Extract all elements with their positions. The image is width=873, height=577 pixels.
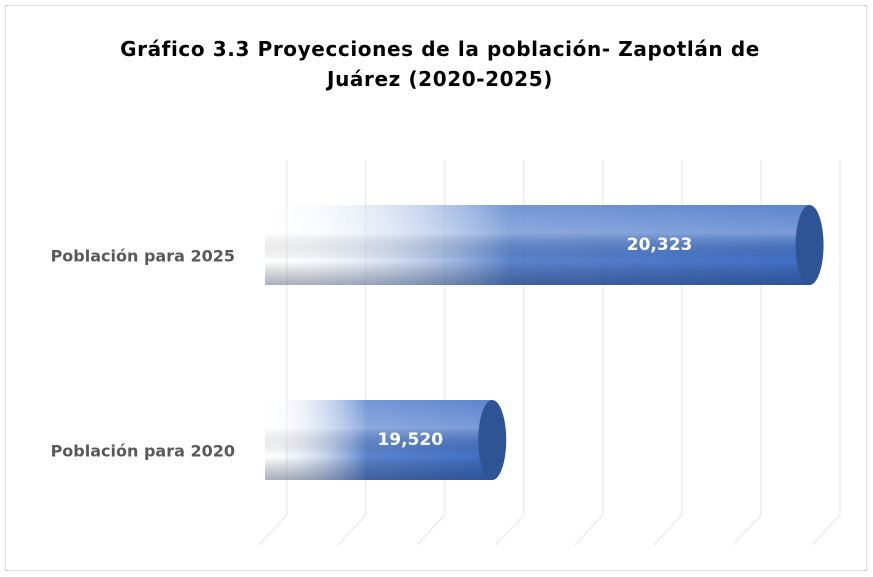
y-tick-label: Población para 2025 — [51, 247, 235, 266]
y-tick-label: Población para 2020 — [51, 442, 235, 461]
bar — [265, 400, 507, 480]
data-label: 20,323 — [627, 235, 693, 255]
chart-frame — [5, 5, 867, 571]
data-label: 19,520 — [377, 430, 443, 450]
bar-shade — [265, 205, 810, 285]
bar-cap — [795, 205, 824, 285]
chart-title: Gráfico 3.3 Proyecciones de la población… — [120, 37, 760, 91]
bar — [265, 205, 824, 285]
bar-cap — [478, 400, 507, 480]
bar-shade — [265, 400, 493, 480]
grid-line — [811, 160, 841, 546]
